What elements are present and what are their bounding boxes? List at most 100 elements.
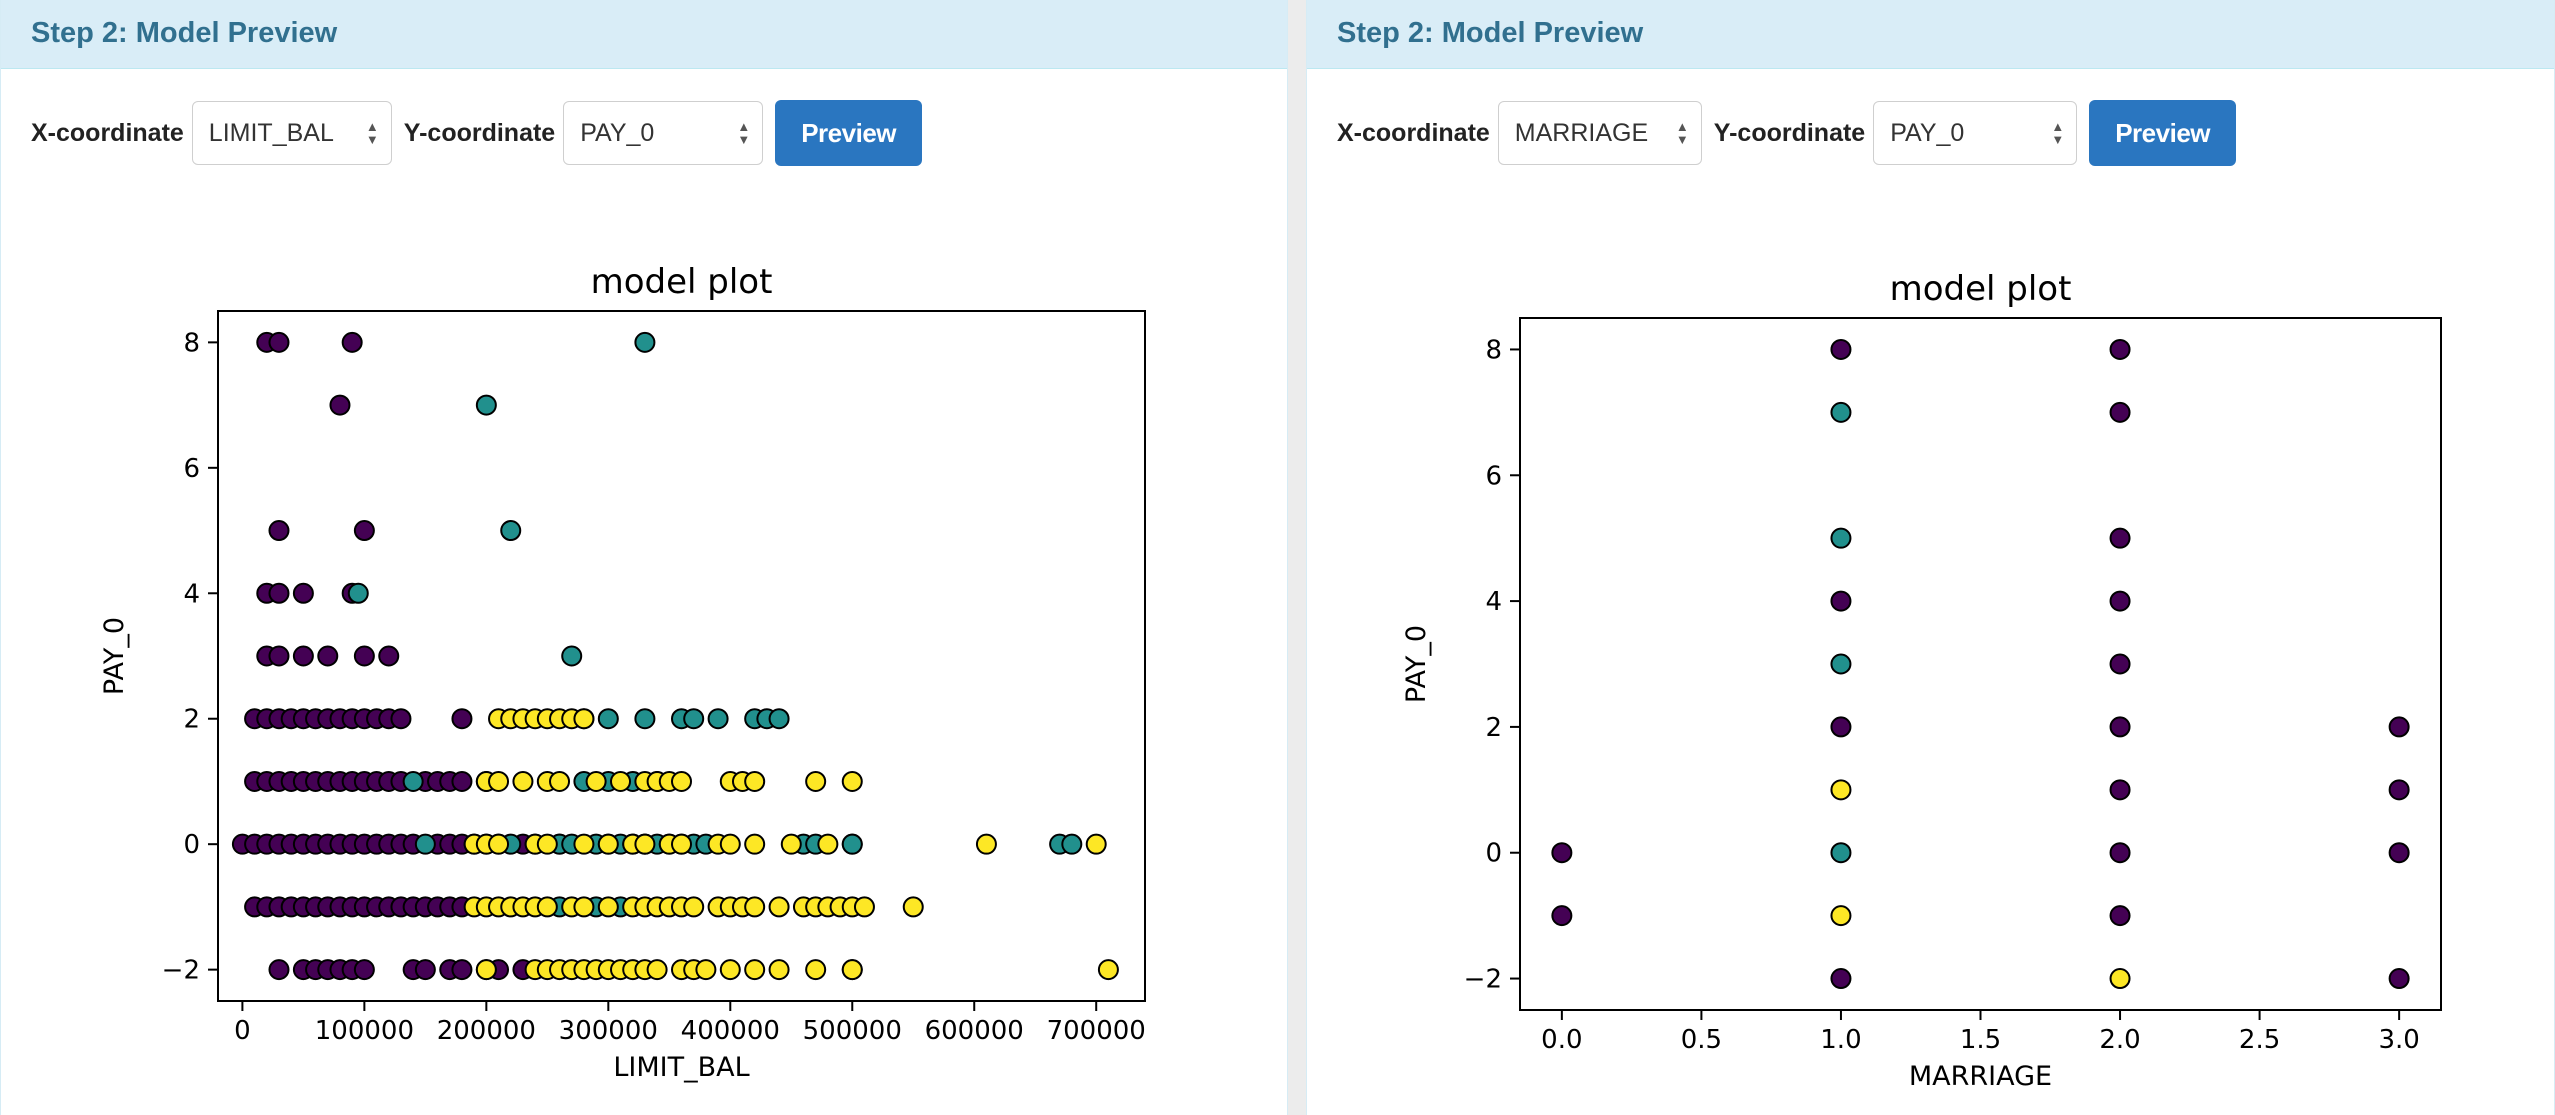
data-point bbox=[378, 645, 400, 667]
y-tick-label: 4 bbox=[1485, 587, 1502, 617]
data-point bbox=[1830, 716, 1852, 738]
data-point bbox=[1551, 905, 1573, 927]
data-point bbox=[536, 896, 558, 918]
data-point bbox=[2109, 590, 2131, 612]
x-coordinate-value: LIMIT_BAL bbox=[208, 118, 334, 147]
select-arrows-icon: ▲ ▼ bbox=[1675, 119, 1689, 147]
data-point bbox=[353, 959, 375, 981]
data-point bbox=[853, 896, 875, 918]
data-point bbox=[317, 645, 339, 667]
data-point bbox=[475, 394, 497, 416]
select-arrows-icon: ▲ ▼ bbox=[737, 119, 751, 147]
data-point bbox=[488, 770, 510, 792]
data-point bbox=[719, 959, 741, 981]
y-tick-label: 2 bbox=[183, 705, 200, 735]
data-point bbox=[1830, 653, 1852, 675]
chart-title: model plot bbox=[591, 262, 773, 302]
x-tick-label: 2.5 bbox=[2239, 1025, 2280, 1055]
x-tick-label: 400000 bbox=[681, 1016, 780, 1046]
y-coordinate-select[interactable]: PAY_0 ▲ ▼ bbox=[1873, 101, 2078, 165]
data-point bbox=[292, 582, 314, 604]
coordinate-controls: X-coordinate LIMIT_BAL ▲ ▼ Y-coordinate P… bbox=[31, 100, 923, 166]
data-point bbox=[671, 770, 692, 792]
y-coordinate-label: Y-coordinate bbox=[403, 118, 556, 147]
y-coordinate-value: PAY_0 bbox=[1890, 118, 1965, 147]
plot-frame bbox=[1519, 317, 2442, 1011]
x-tick-label: 500000 bbox=[803, 1016, 902, 1046]
data-point bbox=[671, 833, 692, 855]
data-point bbox=[451, 708, 473, 730]
data-point bbox=[536, 833, 558, 855]
data-point bbox=[841, 959, 863, 981]
data-point bbox=[695, 959, 717, 981]
x-axis-label: MARRIAGE bbox=[1909, 1061, 2052, 1092]
data-point bbox=[646, 959, 668, 981]
y-tick-label: 8 bbox=[1485, 335, 1502, 365]
data-point bbox=[268, 331, 290, 353]
preview-button[interactable]: Preview bbox=[2089, 100, 2237, 166]
data-point bbox=[744, 770, 766, 792]
data-point bbox=[512, 770, 534, 792]
data-point bbox=[2109, 653, 2131, 675]
x-axis-label: LIMIT_BAL bbox=[613, 1052, 749, 1083]
x-coordinate-value: MARRIAGE bbox=[1514, 118, 1649, 147]
y-coordinate-select[interactable]: PAY_0 ▲ ▼ bbox=[563, 101, 764, 165]
data-point bbox=[2109, 401, 2131, 423]
data-point bbox=[2109, 905, 2131, 927]
data-point bbox=[719, 833, 741, 855]
y-tick-label: 6 bbox=[1485, 461, 1502, 491]
model-preview-panel-right: Step 2: Model Preview X-coordinate MARRI… bbox=[1306, 0, 2555, 1115]
y-axis-label: PAY_0 bbox=[1401, 625, 1432, 703]
y-tick-label: 6 bbox=[183, 454, 200, 484]
y-coordinate-label: Y-coordinate bbox=[1713, 118, 1866, 147]
data-point bbox=[451, 959, 473, 981]
data-point bbox=[683, 896, 705, 918]
data-point bbox=[353, 645, 375, 667]
x-coordinate-select[interactable]: LIMIT_BAL ▲ ▼ bbox=[191, 101, 392, 165]
scatter-plot-marriage: model plot 0.0 0.5 1.0 1.5 2.0 2.5 3.0 −2 0 2 4 6 8 MA… bbox=[1401, 269, 2442, 1092]
data-point bbox=[1830, 779, 1852, 801]
data-point bbox=[2109, 842, 2131, 864]
x-tick-label: 1.5 bbox=[1960, 1025, 2001, 1055]
data-point bbox=[1097, 959, 1119, 981]
scatter-plot-limit-bal: model plot 0 100000 200000 300000 400000 50000… bbox=[99, 262, 1146, 1083]
data-point bbox=[573, 896, 595, 918]
data-point bbox=[597, 896, 619, 918]
y-tick-label: 2 bbox=[1485, 713, 1502, 743]
panel-heading: Step 2: Model Preview bbox=[1, 0, 1287, 69]
x-coordinate-select[interactable]: MARRIAGE ▲ ▼ bbox=[1497, 101, 1702, 165]
data-point bbox=[817, 833, 839, 855]
x-tick-label: 300000 bbox=[559, 1016, 658, 1046]
x-tick-label: 700000 bbox=[1047, 1016, 1146, 1046]
data-point bbox=[268, 645, 290, 667]
data-point bbox=[2388, 842, 2410, 864]
data-point bbox=[2109, 968, 2131, 990]
data-point bbox=[549, 770, 571, 792]
x-tick-label: 600000 bbox=[925, 1016, 1024, 1046]
data-point bbox=[683, 708, 705, 730]
data-point bbox=[805, 770, 827, 792]
data-point bbox=[1830, 401, 1852, 423]
y-tick-label: 0 bbox=[183, 830, 200, 860]
x-tick-label: 2.0 bbox=[2099, 1025, 2140, 1055]
data-point bbox=[500, 520, 522, 542]
y-tick-label: 4 bbox=[183, 579, 200, 609]
data-point bbox=[451, 770, 473, 792]
y-axis-label: PAY_0 bbox=[99, 617, 130, 695]
data-point bbox=[2109, 716, 2131, 738]
data-point bbox=[573, 833, 595, 855]
data-point bbox=[744, 959, 766, 981]
data-point bbox=[353, 520, 375, 542]
data-point bbox=[2109, 338, 2131, 360]
preview-button[interactable]: Preview bbox=[775, 100, 923, 166]
x-tick-label: 0.5 bbox=[1681, 1025, 1722, 1055]
data-point bbox=[1830, 968, 1852, 990]
data-point bbox=[2109, 779, 2131, 801]
data-point bbox=[744, 833, 766, 855]
data-point bbox=[744, 896, 766, 918]
data-point bbox=[2388, 716, 2410, 738]
data-point bbox=[1830, 905, 1852, 927]
x-coordinate-label: X-coordinate bbox=[1337, 118, 1490, 147]
data-point bbox=[1830, 338, 1852, 360]
x-tick-label: 200000 bbox=[437, 1016, 536, 1046]
